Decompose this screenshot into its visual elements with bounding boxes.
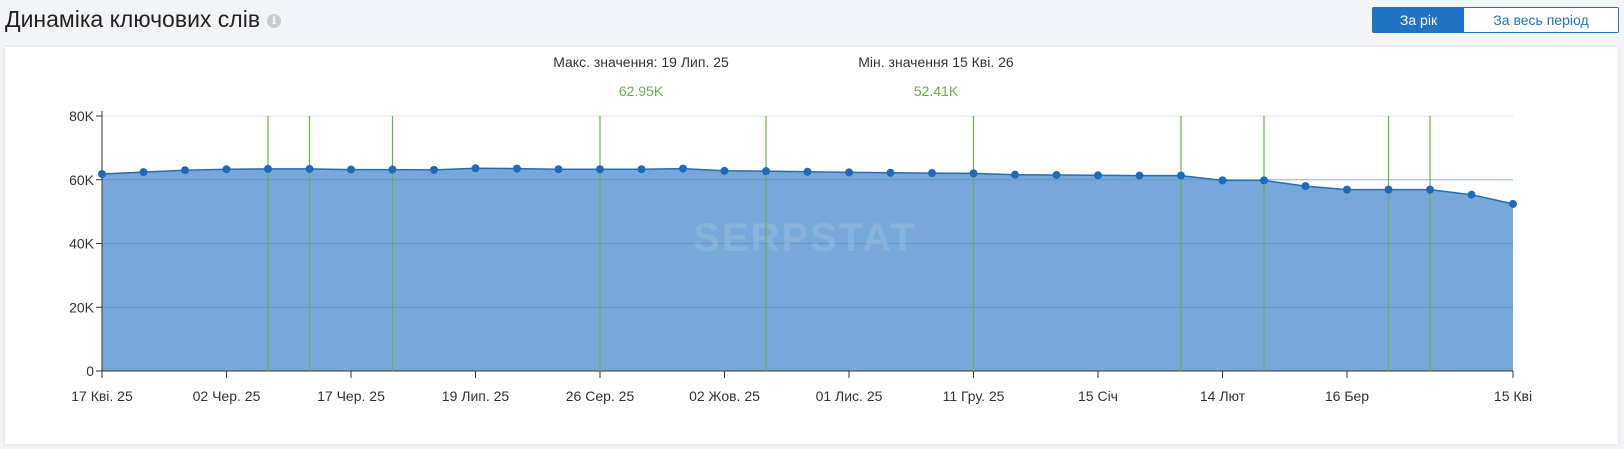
data-point[interactable]: [181, 166, 189, 175]
data-point[interactable]: [1426, 185, 1434, 194]
data-point[interactable]: [637, 165, 646, 174]
data-point[interactable]: [928, 169, 936, 178]
data-point[interactable]: [1177, 171, 1185, 180]
keyword-dynamics-chart: Макс. значення: 19 Лип. 25 62.95K Мін. з…: [69, 54, 1532, 404]
page-title: Динаміка ключових слів i: [5, 6, 282, 33]
data-point[interactable]: [347, 165, 355, 174]
x-tick-label: 15 Кві: [1494, 388, 1532, 404]
y-tick-label: 60K: [69, 172, 95, 188]
x-tick-label: 14 Лют: [1200, 388, 1246, 404]
data-point[interactable]: [1301, 182, 1310, 191]
y-tick-label: 0: [86, 363, 94, 379]
x-tick-label: 01 Лис. 25: [816, 388, 883, 404]
x-tick-label: 16 Бер: [1325, 388, 1369, 404]
y-tick-label: 80K: [69, 108, 95, 124]
data-point[interactable]: [1467, 190, 1476, 199]
x-tick-label: 11 Гру. 25: [943, 388, 1005, 404]
data-point[interactable]: [886, 168, 895, 177]
year-button[interactable]: За рік: [1373, 8, 1464, 32]
data-point[interactable]: [1343, 185, 1351, 194]
info-icon[interactable]: i: [267, 13, 282, 28]
data-point[interactable]: [969, 169, 978, 178]
max-annotation-value: 62.95K: [619, 83, 664, 99]
data-point[interactable]: [388, 165, 397, 174]
x-tick-label: 17 Кві. 25: [71, 388, 133, 404]
data-point[interactable]: [1509, 199, 1517, 208]
data-point[interactable]: [1260, 176, 1268, 185]
max-annotation-label: Макс. значення: 19 Лип. 25: [553, 54, 729, 70]
data-point[interactable]: [1011, 170, 1019, 179]
data-point[interactable]: [513, 164, 521, 173]
y-tick-label: 40K: [69, 236, 95, 252]
data-point[interactable]: [139, 168, 148, 177]
data-point[interactable]: [305, 164, 314, 173]
data-point[interactable]: [264, 164, 272, 173]
data-point[interactable]: [720, 166, 729, 175]
x-tick-label: 17 Чер. 25: [317, 388, 385, 404]
all-period-button[interactable]: За весь період: [1464, 8, 1618, 32]
data-point[interactable]: [762, 167, 770, 176]
area-fill: [102, 168, 1513, 371]
data-point[interactable]: [222, 165, 231, 174]
x-tick-label: 02 Жов. 25: [689, 388, 760, 404]
data-point[interactable]: [471, 164, 480, 173]
data-point[interactable]: [1135, 171, 1144, 180]
data-point[interactable]: [1052, 170, 1061, 179]
min-annotation-label: Мін. значення 15 Кві. 26: [858, 54, 1014, 70]
data-point[interactable]: [98, 170, 106, 179]
period-toggle: За рік За весь період: [1372, 7, 1619, 33]
data-point[interactable]: [596, 165, 604, 174]
title-text: Динаміка ключових слів: [5, 6, 261, 32]
data-point[interactable]: [1094, 171, 1102, 180]
data-point[interactable]: [1384, 185, 1393, 194]
data-point[interactable]: [554, 165, 563, 174]
x-tick-label: 02 Чер. 25: [193, 388, 261, 404]
data-point[interactable]: [679, 164, 687, 173]
chart-panel: Макс. значення: 19 Лип. 25 62.95K Мін. з…: [5, 47, 1618, 444]
watermark: SERPSTAT: [693, 216, 916, 260]
data-point[interactable]: [803, 167, 812, 176]
data-point[interactable]: [430, 165, 438, 174]
data-point[interactable]: [1218, 176, 1227, 185]
x-tick-label: 26 Сер. 25: [566, 388, 635, 404]
data-point[interactable]: [845, 168, 853, 177]
x-tick-label: 19 Лип. 25: [442, 388, 510, 404]
min-annotation-value: 52.41K: [914, 83, 959, 99]
x-tick-label: 15 Січ: [1078, 388, 1118, 404]
y-tick-label: 20K: [69, 299, 95, 315]
